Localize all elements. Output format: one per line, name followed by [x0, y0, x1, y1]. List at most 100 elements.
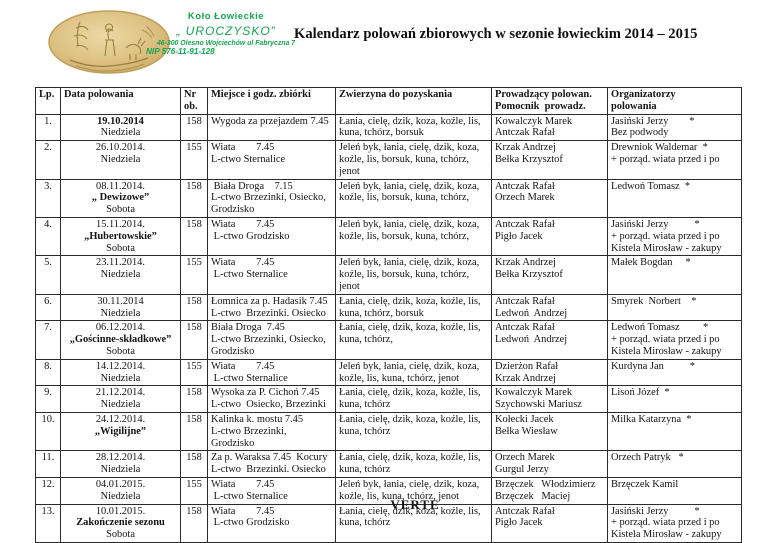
- cell-date: 24.12.2014. „Wigilijne”: [60, 411, 181, 452]
- cell-date: 04.01.2015. Niedziela: [60, 476, 181, 505]
- hunt-calendar-table: Lp. Data polowania Nr ob. Miejsce i godz. zb…: [35, 87, 742, 543]
- cell-line: Wiata 7.45: [211, 218, 275, 230]
- cell-line: 158: [186, 387, 202, 399]
- cell-place: Wygoda za przejazdem 7.45: [207, 113, 336, 142]
- cell-leader: Krzak Andrzej Bełka Krzysztof: [491, 140, 608, 180]
- cell-line: koźle, lis, borsuk, kuna, tchórz,: [339, 192, 470, 204]
- cell-nr: 158: [180, 411, 208, 452]
- cell-nr: 158: [180, 320, 208, 360]
- hunting-club-seal-icon: [48, 10, 170, 74]
- cell-leader: Antczak Rafał Ledwoń Andrzej: [491, 293, 608, 322]
- cell-org: Smyrek Norbert *: [607, 293, 742, 322]
- club-alias: „ UROCZYSKO”: [176, 24, 276, 38]
- cell-line: Niedziela: [100, 307, 141, 319]
- cell-line: 19.10.2014: [97, 115, 144, 127]
- cell-line: Biała Droga 7.15: [211, 180, 293, 192]
- table-row: 11. 28.12.2014. Niedziela 158 Za p. Waraksa …: [35, 450, 742, 478]
- cell-date: 26.10.2014. Niedziela: [60, 140, 181, 180]
- table-row: 8. 14.12.2014. Niedziela 155 Wiata 7.45 L-ct…: [35, 358, 742, 387]
- cell-line: 08.11.2014.: [96, 180, 145, 192]
- cell-line: Bełka Krzysztof: [495, 269, 563, 281]
- cell-line: Łania, cielę, dzik, koza, koźle, lis,: [339, 115, 481, 127]
- cell-game: Łania, cielę, dzik, koza, koźle, lis, kun…: [335, 411, 492, 452]
- cell-line: Sobota: [106, 345, 135, 357]
- cell-leader: Antczak Rafał Ledwoń Andrzej: [491, 320, 608, 360]
- cell-line: kuna, tchórz, borsuk: [339, 127, 424, 139]
- cell-nr: 158: [180, 216, 208, 257]
- cell-line: Orzech Marek: [495, 192, 555, 204]
- cell-line: Antczak Rafał: [495, 218, 555, 230]
- table-row: 4. 15.11.2014. „Hubertowskie” Sobota 158 Wiat…: [35, 216, 742, 257]
- cell-game: Jeleń byk, łania, cielę, dzik, koza, koźl…: [335, 178, 492, 218]
- cell-date: 14.12.2014. Niedziela: [60, 358, 181, 387]
- cell-line: Sobota: [106, 242, 135, 254]
- cell-line: Szychowski Mariusz: [495, 399, 582, 411]
- col-header-lp: Lp.: [35, 87, 61, 115]
- cell-line: Antczak Rafał: [495, 505, 555, 517]
- cell-line: 158: [186, 322, 202, 334]
- cell-game: Łania, cielę, dzik, koza, koźle, lis, kun…: [335, 450, 492, 478]
- cell-line: koźle, lis, borsuk, kuna, tchórz, jenot: [339, 269, 472, 292]
- cell-leader: Kowalczyk Marek Szychowski Mariusz: [491, 385, 608, 413]
- cell-place: Kalinka k. mostu 7.45 L-ctwo Brzezinki, G…: [207, 411, 336, 452]
- cell-line: Miejsce i godz. zbiórki: [211, 89, 311, 100]
- cell-game: Łania, cielę, dzik, koza, koźle, lis, kun…: [335, 385, 492, 413]
- cell-nr: 155: [180, 476, 208, 505]
- cell-lp: 1.: [35, 113, 61, 142]
- cell-line: Bez podwody: [611, 127, 669, 139]
- cell-line: Smyrek Norbert *: [611, 295, 697, 307]
- cell-date: 30.11.2014 Niedziela: [60, 293, 181, 322]
- cell-line: Wiata 7.45: [211, 360, 275, 372]
- cell-line: Łania, cielę, dzik, koza, koźle, lis,: [339, 452, 481, 464]
- cell-line: 30.11.2014: [97, 295, 144, 307]
- cell-line: 155: [186, 478, 202, 490]
- cell-line: L-ctwo Sternalice: [211, 153, 286, 165]
- table-row: 13. 10.01.2015. Zakończenie sezonu Sobota 15…: [35, 503, 742, 543]
- cell-line: 12.: [41, 478, 55, 490]
- cell-line: Dzierżon Rafał: [495, 360, 559, 372]
- club-name: Koło Łowieckie: [187, 11, 265, 22]
- cell-line: Wysoka za P. Cichoń 7.45: [211, 387, 320, 399]
- col-header-leader: Prowadzący polowan. Pomocnik prowadz.: [491, 87, 608, 115]
- cell-line: 3.: [44, 180, 52, 192]
- cell-line: koźle, lis, kuna, tchórz, jenot: [339, 490, 460, 502]
- cell-line: 158: [186, 180, 202, 192]
- cell-lp: 9.: [35, 385, 61, 413]
- cell-date: 28.12.2014. Niedziela: [60, 450, 181, 478]
- cell-line: Niedziela: [100, 464, 141, 476]
- cell-line: Wiata 7.45: [211, 142, 275, 154]
- cell-line: 158: [186, 115, 202, 127]
- cell-org: Małek Bogdan *: [607, 255, 742, 295]
- cell-line: Krzak Andrzej: [495, 257, 556, 269]
- cell-line: Ledwoń Tomasz *: [611, 180, 691, 192]
- cell-line: 5.: [44, 257, 52, 269]
- cell-date: 21.12.2014. Niedziela: [60, 385, 181, 413]
- cell-line: Orzech Patryk *: [611, 452, 684, 464]
- cell-line: „ Dewizowe”: [91, 192, 150, 204]
- cell-line: Łomnica za p. Hadasik 7.45: [211, 295, 328, 307]
- cell-place: Biała Droga 7.45 L-ctwo Brzezinki, Osieck…: [207, 320, 336, 360]
- cell-place: Biała Droga 7.15 L-ctwo Brzezinki, Osieck…: [207, 178, 336, 218]
- cell-line: + porząd. wiata przed i po: [611, 230, 720, 242]
- cell-game: Łania, cielę, dzik, koza, koźle, lis, kun…: [335, 113, 492, 142]
- cell-line: L-ctwo Brzezinki. Osiecko: [211, 464, 326, 476]
- cell-line: Ledwoń Andrzej: [495, 334, 568, 346]
- cell-line: L-ctwo Sternalice: [211, 269, 288, 281]
- cell-line: Łania, cielę, dzik, koza, koźle, lis,: [339, 387, 481, 399]
- cell-nr: 158: [180, 293, 208, 322]
- table-row: 5. 23.11.2014. Niedziela 155 Wiata 7.45 L-ct…: [35, 255, 742, 295]
- cell-line: Kistela Mirosław - zakupy: [611, 242, 722, 254]
- cell-org: Jasiński Jerzy * Bez podwody: [607, 113, 742, 142]
- cell-line: Lisoń Józef *: [611, 387, 670, 399]
- cell-line: „Gościnne-składkowe”: [69, 334, 172, 346]
- cell-line: Sobota: [106, 204, 135, 216]
- cell-nr: 158: [180, 178, 208, 218]
- cell-leader: Antczak Rafał Orzech Marek: [491, 178, 608, 218]
- cell-line: Kowalczyk Marek: [495, 115, 573, 127]
- cell-org: Drewniok Waldemar * + porząd. wiata przed…: [607, 140, 742, 180]
- cell-lp: 8.: [35, 358, 61, 387]
- cell-line: 1.: [44, 115, 52, 127]
- cell-line: + porząd. wiata przed i po: [611, 153, 720, 165]
- cell-line: kuna, tchórz: [339, 517, 391, 529]
